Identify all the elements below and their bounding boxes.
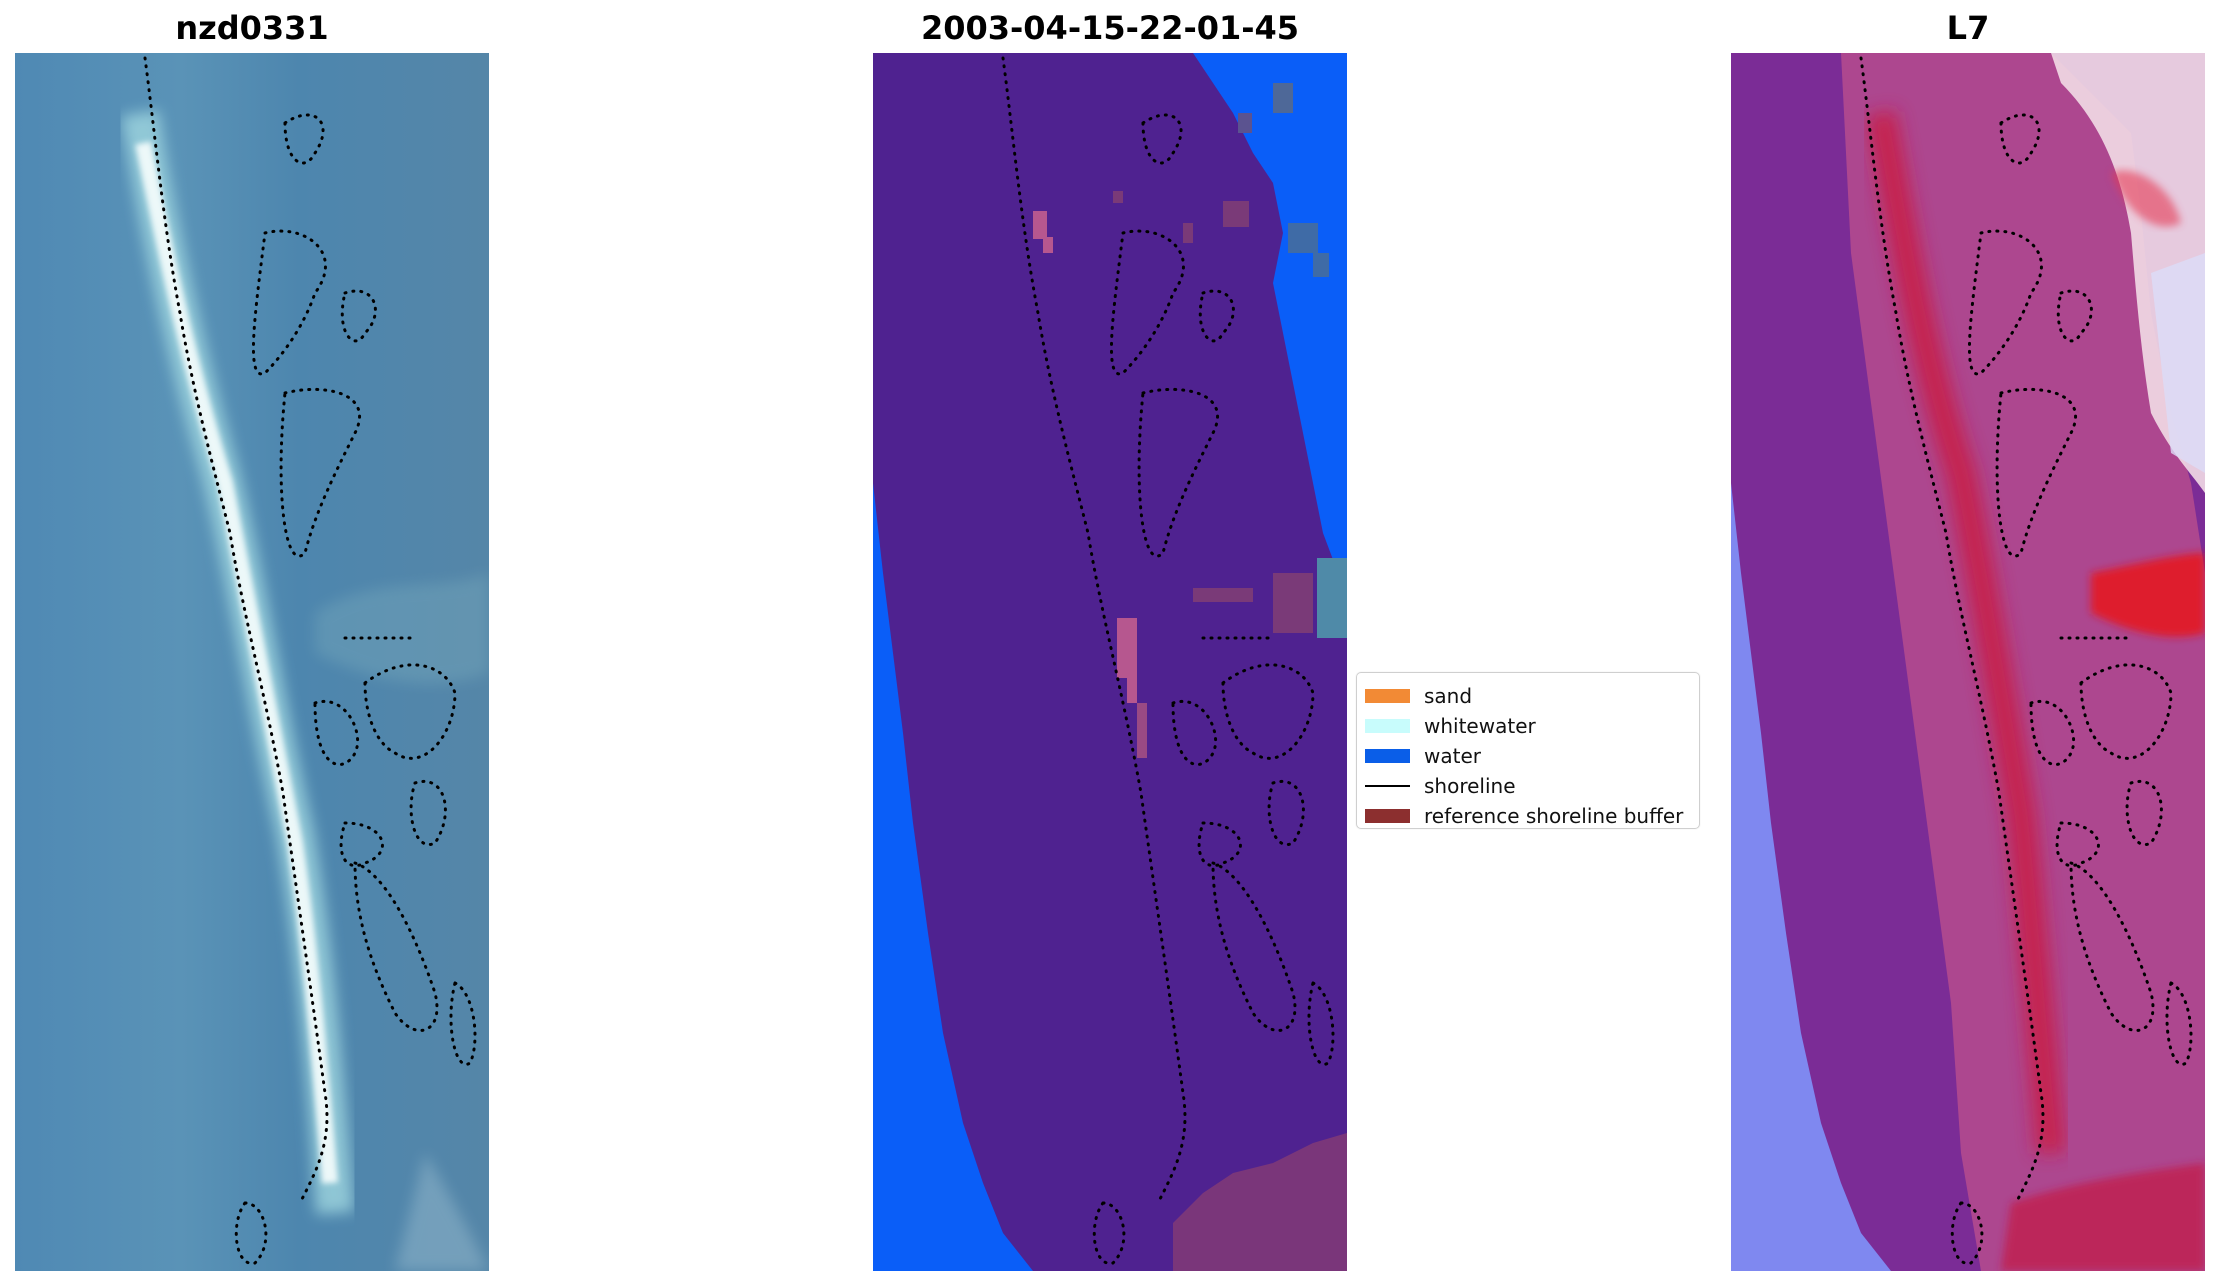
legend-swatch-whitewater xyxy=(1365,719,1410,733)
buffer-patches xyxy=(1033,83,1347,1271)
legend-item-water: water xyxy=(1357,741,1699,771)
legend-item-sand: sand xyxy=(1357,681,1699,711)
legend-item-shoreline: shoreline xyxy=(1357,771,1699,801)
shoreline-dots-class xyxy=(1001,56,1335,1265)
legend-swatch-water xyxy=(1365,749,1410,763)
class-land-area xyxy=(873,53,1347,1271)
legend: sand whitewater water shoreline referenc… xyxy=(1356,672,1700,829)
shoreline-dots xyxy=(143,56,477,1265)
l7-image xyxy=(1731,53,2205,1271)
legend-label-water: water xyxy=(1424,744,1481,768)
l7-red-bottom xyxy=(2001,1163,2205,1271)
rgb-image-panel xyxy=(15,53,489,1271)
rgb-offshore-haze xyxy=(395,1153,489,1271)
legend-item-whitewater: whitewater xyxy=(1357,711,1699,741)
rgb-nearshore-shade xyxy=(315,573,489,684)
title-panel-rgb: nzd0331 xyxy=(175,9,329,47)
l7-panel xyxy=(1731,53,2205,1271)
legend-swatch-sand xyxy=(1365,689,1410,703)
legend-swatch-shoreline xyxy=(1365,785,1410,787)
title-panel-l7: L7 xyxy=(1946,9,1990,47)
legend-label-reference-shoreline-buffer: reference shoreline buffer xyxy=(1424,804,1684,828)
rgb-image xyxy=(15,53,489,1271)
l7-red-ridge xyxy=(1866,110,2066,1155)
legend-label-shoreline: shoreline xyxy=(1424,774,1516,798)
l7-red-corner-spot xyxy=(2111,170,2181,227)
l7-red-offshore xyxy=(2091,553,2205,637)
legend-label-sand: sand xyxy=(1424,684,1473,708)
legend-label-whitewater: whitewater xyxy=(1424,714,1536,738)
l7-lightblue-corner xyxy=(2151,253,2205,473)
legend-item-reference-shoreline-buffer: reference shoreline buffer xyxy=(1357,801,1699,831)
title-panel-classification: 2003-04-15-22-01-45 xyxy=(920,9,1300,47)
legend-swatch-reference-shoreline-buffer xyxy=(1365,809,1410,823)
shoreline-dots-l7 xyxy=(1859,56,2193,1265)
classification-panel xyxy=(873,53,1347,1271)
classification-image xyxy=(873,53,1347,1271)
